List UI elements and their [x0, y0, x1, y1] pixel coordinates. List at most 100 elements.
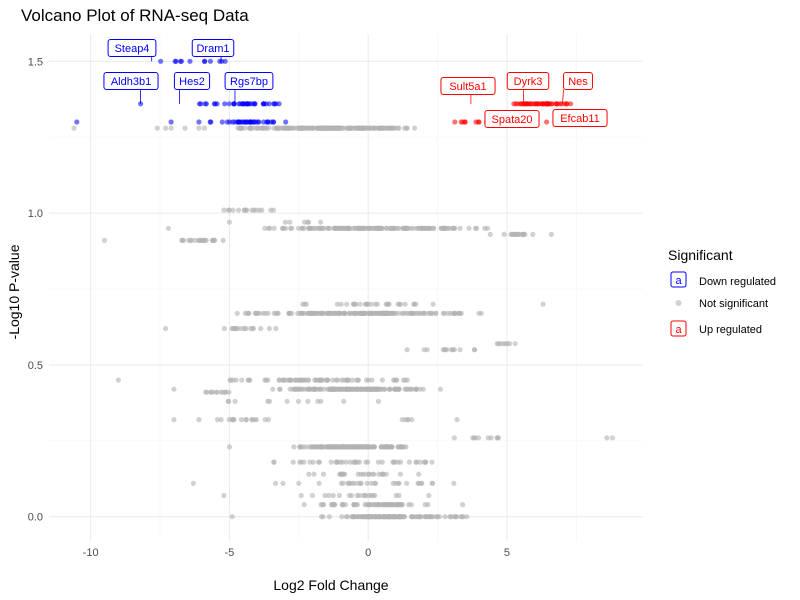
point-ns [210, 237, 216, 243]
point-ns [305, 398, 311, 404]
point-ns [115, 377, 121, 383]
point-ns [390, 480, 396, 486]
point-ns [228, 377, 234, 383]
point-ns [288, 125, 294, 131]
point-ns [404, 347, 410, 353]
point-ns [322, 444, 328, 450]
legend-label-up: Up regulated [699, 324, 762, 336]
point-ns [290, 459, 296, 465]
point-ns [375, 398, 381, 404]
point-ns [280, 377, 287, 383]
point-ns [417, 459, 423, 465]
point-ns [266, 325, 272, 332]
point-ns [336, 310, 343, 316]
point-ns [355, 480, 361, 486]
point-ns [337, 125, 343, 131]
point-ns [440, 310, 446, 316]
point-ns [485, 225, 491, 231]
point-ns [420, 386, 426, 392]
point-ns [340, 471, 346, 477]
point-ns [366, 444, 372, 450]
point-ns [297, 377, 303, 383]
point-ns [451, 347, 457, 353]
point-ns [384, 225, 390, 231]
point-ns [271, 125, 277, 131]
point-down [271, 101, 277, 107]
point-ns [424, 347, 430, 353]
x-axis-ticks: -10 -5 0 5 [83, 547, 510, 559]
gene-label: Spata20 [492, 114, 533, 126]
point-ns [346, 480, 352, 486]
point-ns [296, 386, 302, 392]
y-axis-title: -Log10 P-value [6, 244, 22, 339]
point-ns [266, 125, 272, 131]
point-ns [192, 237, 198, 243]
legend-title: Significant [668, 247, 733, 263]
point-ns [331, 225, 337, 231]
point-up [568, 101, 574, 107]
gene-label: Hes2 [179, 76, 205, 88]
point-ns [313, 444, 319, 450]
point-ns [312, 386, 318, 392]
point-ns [391, 459, 397, 465]
point-ns [471, 435, 477, 441]
point-ns [341, 398, 347, 404]
point-ns [281, 125, 288, 131]
point-ns [329, 444, 335, 450]
point-down [187, 58, 193, 64]
legend-key-up-glyph: a [675, 324, 682, 336]
point-ns [494, 341, 500, 347]
point-ns [400, 377, 406, 383]
point-ns [298, 492, 304, 499]
point-ns [360, 492, 366, 499]
point-ns [362, 310, 369, 316]
point-ns [395, 480, 402, 486]
point-ns [512, 341, 518, 347]
point-ns [393, 377, 399, 383]
point-ns [488, 435, 494, 441]
point-ns [181, 237, 187, 243]
point-ns [318, 219, 324, 225]
point-ns [459, 514, 465, 520]
point-ns [442, 514, 448, 520]
point-ns [325, 310, 331, 316]
point-down [207, 58, 213, 64]
point-ns [273, 325, 279, 332]
point-ns [405, 417, 411, 423]
point-ns [609, 435, 616, 441]
point-ns [241, 207, 247, 213]
point-down [203, 101, 209, 107]
point-ns [337, 471, 343, 477]
point-ns [356, 225, 362, 231]
point-ns [604, 435, 610, 441]
legend: Significant a Down regulated Not signifi… [668, 247, 776, 337]
point-ns [235, 207, 242, 213]
point-ns [171, 386, 177, 392]
point-ns [390, 225, 396, 231]
point-ns [352, 225, 358, 231]
legend-key-ns [675, 300, 682, 306]
point-ns [341, 125, 347, 131]
point-ns [429, 459, 435, 465]
data-points [71, 58, 616, 520]
point-down [252, 101, 258, 107]
legend-key-down-glyph: a [675, 275, 682, 287]
point-down [226, 119, 233, 125]
point-ns [409, 386, 415, 392]
y-tick-label: 0.0 [28, 512, 43, 524]
point-ns [457, 347, 463, 353]
point-ns [349, 377, 355, 383]
gene-label-box [103, 72, 159, 90]
point-down [212, 101, 218, 107]
point-ns [354, 502, 360, 508]
gene-label-leader [562, 89, 564, 104]
point-ns [359, 444, 365, 450]
point-ns [320, 225, 326, 231]
point-ns [389, 444, 395, 450]
point-ns [340, 444, 346, 450]
point-ns [318, 310, 324, 316]
point-ns [220, 389, 226, 395]
point-ns [358, 125, 364, 131]
point-ns [226, 207, 232, 213]
point-ns [349, 492, 355, 499]
